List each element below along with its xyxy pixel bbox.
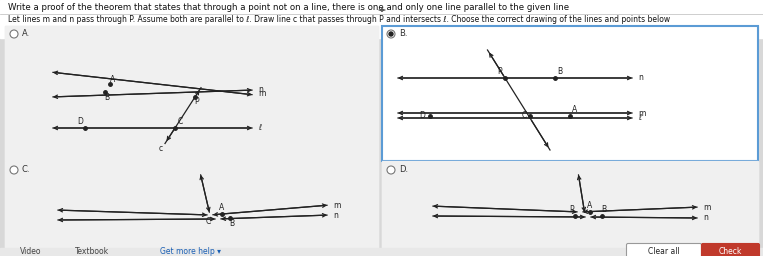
Bar	[382, 26, 758, 248]
Text: D.: D.	[399, 165, 408, 175]
Text: m: m	[638, 109, 645, 118]
Text: C.: C.	[22, 165, 31, 175]
Text: P: P	[195, 98, 199, 106]
Text: c: c	[159, 144, 163, 153]
Text: Textbook: Textbook	[75, 248, 109, 256]
Text: n: n	[333, 210, 338, 219]
Text: P: P	[497, 68, 502, 77]
Text: m: m	[258, 90, 266, 99]
Text: n: n	[638, 73, 643, 82]
Circle shape	[10, 30, 18, 38]
Text: Clear all: Clear all	[648, 248, 680, 256]
Text: Check: Check	[718, 248, 742, 256]
Bar	[382, 26, 758, 161]
Text: n: n	[703, 214, 708, 222]
Text: A: A	[588, 201, 593, 210]
Bar	[5, 26, 378, 248]
Circle shape	[387, 166, 395, 174]
Text: ℓ: ℓ	[258, 123, 261, 133]
Text: B: B	[601, 206, 607, 215]
Bar	[382, 161, 758, 248]
Text: B: B	[230, 219, 234, 229]
Text: P: P	[570, 206, 575, 215]
Text: n: n	[258, 86, 263, 94]
Text: D: D	[77, 118, 83, 126]
Text: B.: B.	[399, 29, 407, 38]
Text: B: B	[105, 92, 110, 101]
Text: A.: A.	[22, 29, 31, 38]
Text: A: A	[572, 105, 578, 114]
Bar	[5, 26, 378, 161]
Bar	[0, 0, 763, 38]
Circle shape	[389, 32, 393, 36]
Text: ℓ: ℓ	[638, 113, 641, 123]
Text: Write a proof of the theorem that states that through a point not on a line, the: Write a proof of the theorem that states…	[8, 3, 569, 12]
Text: C: C	[521, 112, 526, 121]
Text: Let lines m and n pass through P. Assume both are parallel to ℓ. Draw line c tha: Let lines m and n pass through P. Assume…	[8, 16, 670, 25]
Bar	[5, 161, 378, 248]
Text: D: D	[419, 112, 425, 121]
Text: Get more help ▾: Get more help ▾	[160, 248, 221, 256]
Text: A: A	[111, 76, 116, 84]
Text: A: A	[220, 204, 224, 212]
Bar	[0, 248, 763, 256]
Text: C: C	[205, 218, 211, 227]
FancyBboxPatch shape	[626, 243, 701, 256]
Circle shape	[10, 166, 18, 174]
FancyBboxPatch shape	[701, 243, 759, 256]
Text: m: m	[703, 202, 710, 211]
Text: C: C	[177, 118, 182, 126]
Text: Video: Video	[20, 248, 41, 256]
Text: B: B	[558, 68, 562, 77]
Circle shape	[387, 30, 395, 38]
Text: m: m	[333, 200, 340, 209]
